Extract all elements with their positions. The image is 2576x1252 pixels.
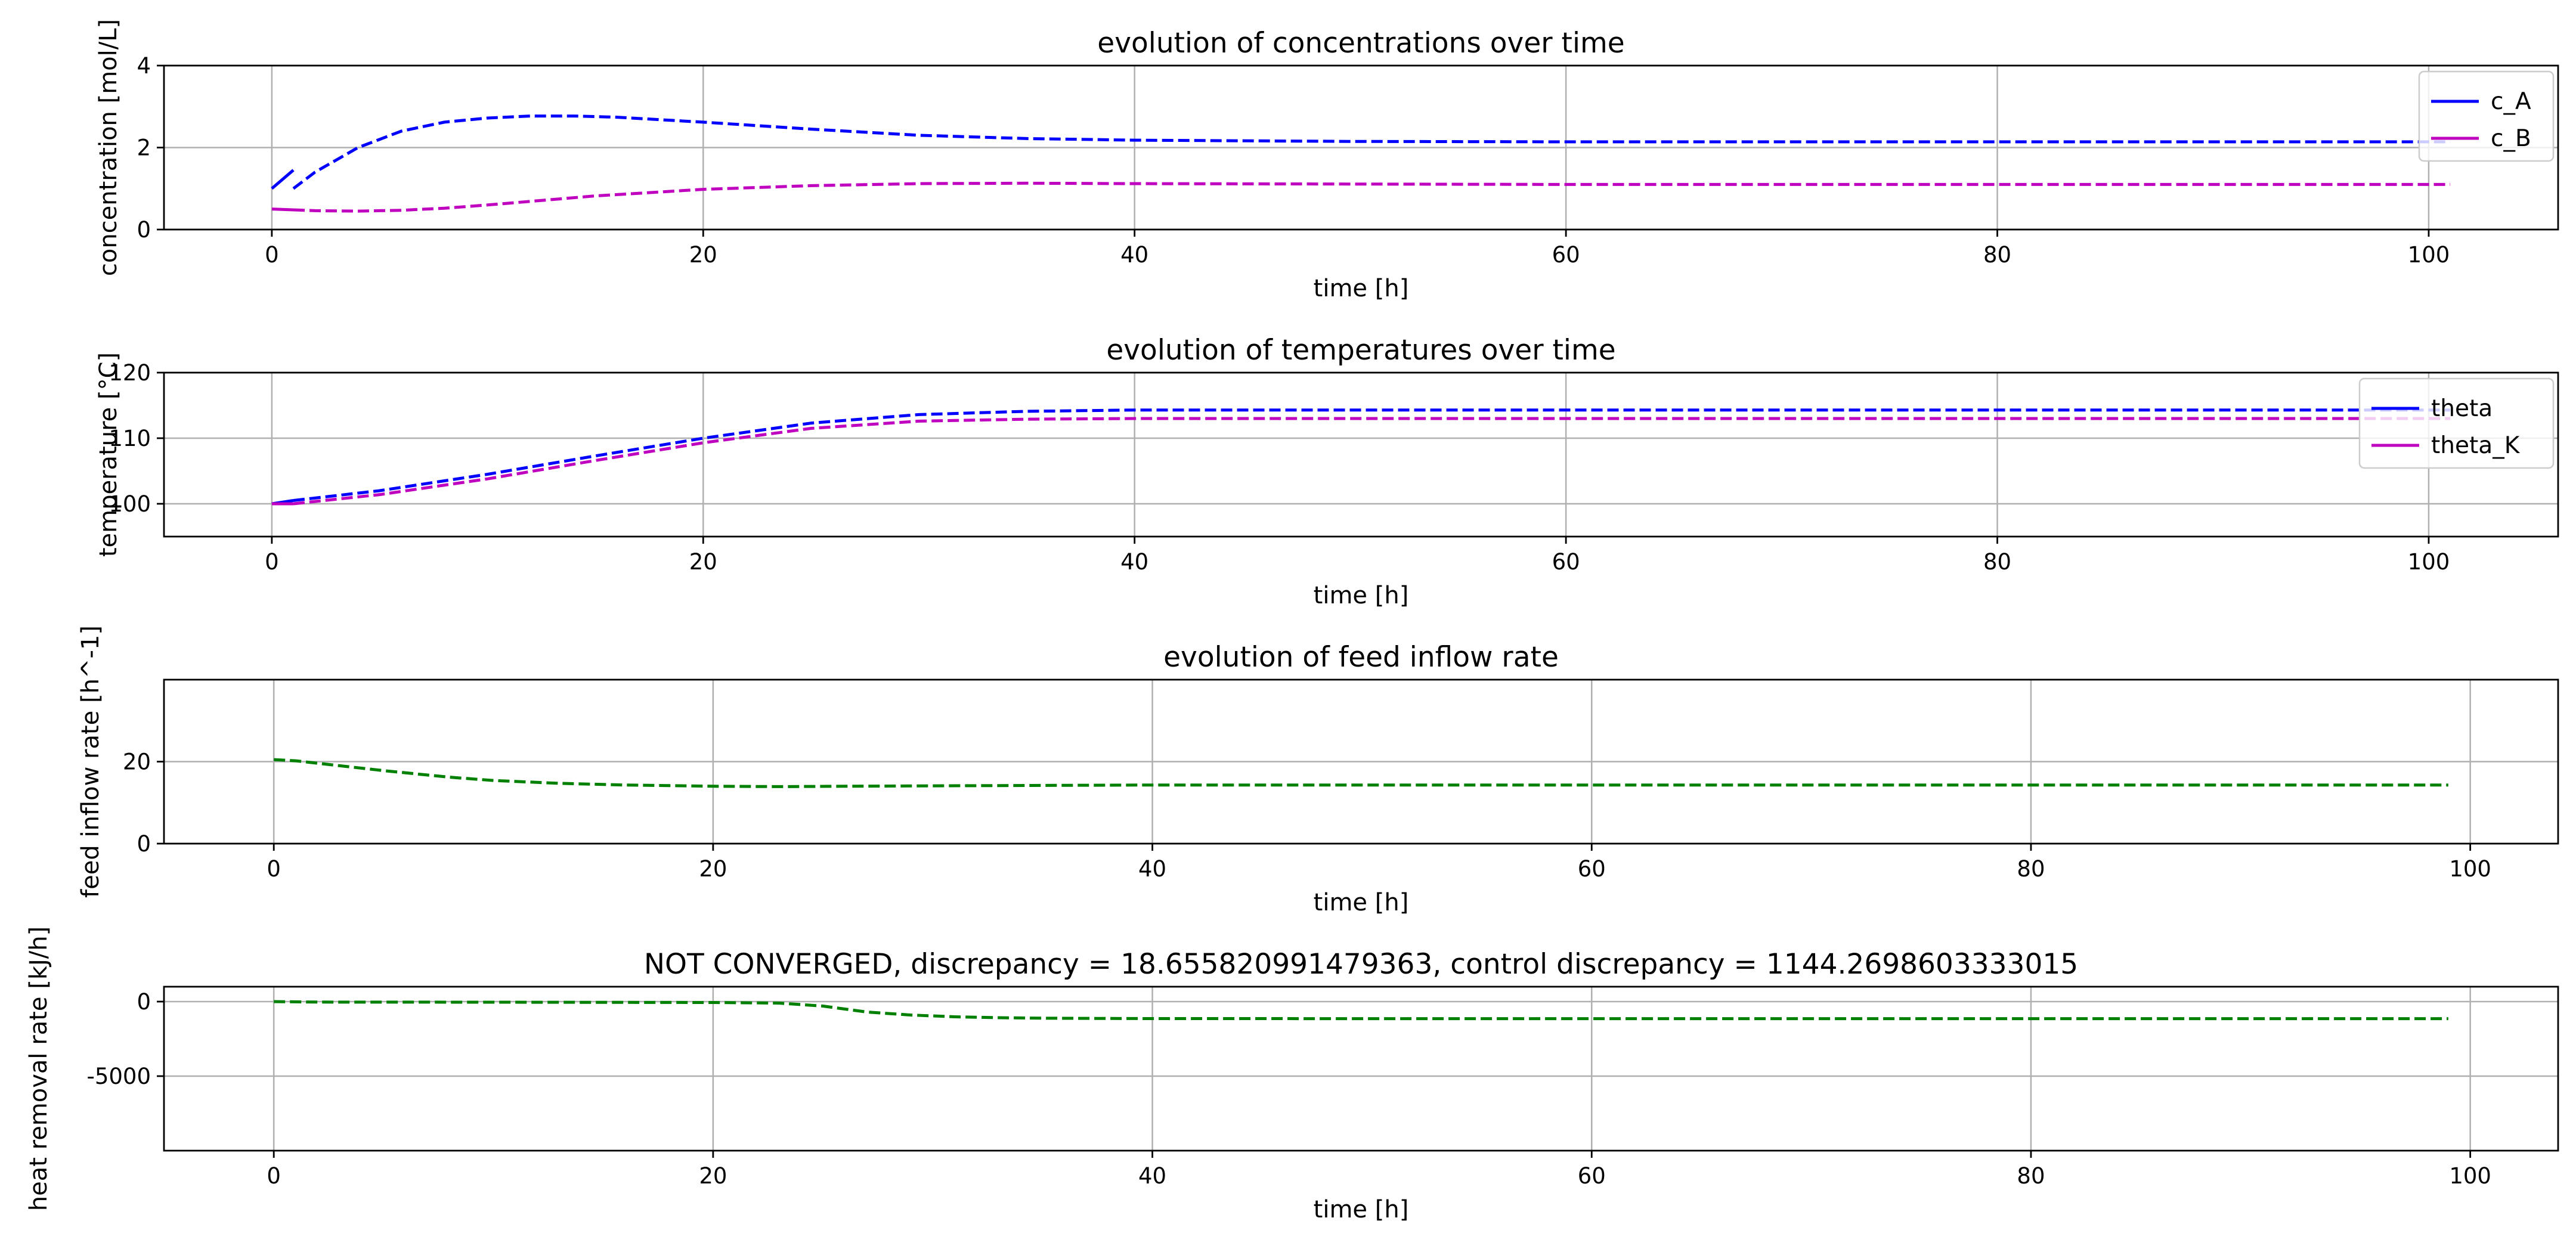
y-tick-label: 100: [109, 491, 151, 517]
x-tick-label: 60: [1552, 242, 1580, 268]
x-axis-label: time [h]: [1314, 1196, 1409, 1223]
series-line: [274, 1000, 2448, 1021]
chart-panel-3: 0 20 40 60 80 100 0 20 evolution of feed inflow …: [77, 625, 2559, 916]
chart-title: evolution of concentrations over time: [1097, 27, 1624, 60]
series-line-initial: [271, 169, 295, 190]
y-tick-label: 0: [137, 989, 151, 1015]
x-tick-label: 60: [1578, 856, 1606, 882]
y-tick-label: 0: [137, 217, 151, 243]
x-tick-label: 100: [2408, 549, 2450, 575]
chart-panel-4: 0 20 40 60 80 100 0 -5000 NOT CONVERGED, discrep…: [25, 926, 2559, 1223]
x-tick-label: 80: [1983, 549, 2011, 575]
y-tick-label: 4: [137, 53, 151, 79]
x-tick-label: 40: [1120, 549, 1148, 575]
y-axis-label: temperature [°C]: [95, 352, 122, 557]
x-axis-label: time [h]: [1314, 889, 1409, 916]
x-axis-label: time [h]: [1314, 582, 1409, 609]
x-axis-label: time [h]: [1314, 275, 1409, 302]
y-tick-label: 2: [137, 135, 151, 161]
x-tick-label: 20: [699, 856, 727, 882]
x-tick-label: 60: [1578, 1163, 1606, 1189]
x-tick-label: 60: [1552, 549, 1580, 575]
x-tick-label: 80: [2017, 1163, 2045, 1189]
x-tick-label: 100: [2449, 1163, 2491, 1189]
axes-frame: [163, 371, 2559, 538]
y-axis-label: concentration [mol/L]: [95, 19, 122, 276]
y-axis-label: heat removal rate [kJ/h]: [25, 926, 52, 1211]
chart-title: evolution of feed inflow rate: [1163, 641, 1559, 674]
series-line: [274, 758, 2448, 788]
chart-panel-1: 0 20 40 60 80 100 0 2 4 evolution of concentratio…: [95, 19, 2559, 302]
y-tick-label: 110: [109, 426, 151, 451]
legend-label: theta_K: [2431, 432, 2521, 459]
series-line: [293, 181, 2451, 213]
chart-title: evolution of temperatures over time: [1106, 334, 1615, 367]
chart-title: NOT CONVERGED, discrepancy = 18.65582099…: [644, 948, 2078, 981]
x-tick-label: 100: [2449, 856, 2491, 882]
y-tick-label: 0: [137, 831, 151, 857]
legend-box: [2418, 70, 2555, 162]
x-tick-label: 20: [689, 549, 717, 575]
legend-label: theta: [2431, 395, 2493, 422]
series-line: [293, 408, 2451, 502]
x-tick-label: 40: [1138, 1163, 1166, 1189]
x-tick-label: 100: [2408, 242, 2450, 268]
legend-label: c_A: [2491, 88, 2531, 115]
legend: theta theta_K: [2358, 377, 2555, 469]
x-tick-label: 0: [265, 242, 279, 268]
x-tick-label: 0: [267, 856, 281, 882]
y-tick-label: -5000: [86, 1064, 151, 1089]
series-line: [292, 114, 2451, 190]
x-tick-label: 0: [265, 549, 279, 575]
x-tick-label: 20: [699, 1163, 727, 1189]
x-tick-label: 40: [1120, 242, 1148, 268]
y-tick-label: 20: [123, 749, 151, 775]
x-tick-label: 80: [2017, 856, 2045, 882]
legend: c_A c_B: [2418, 70, 2555, 162]
y-tick-label: 120: [109, 360, 151, 386]
legend-label: c_B: [2491, 125, 2531, 152]
x-tick-label: 40: [1138, 856, 1166, 882]
x-tick-label: 80: [1983, 242, 2011, 268]
y-axis-label: feed inflow rate [h^-1]: [77, 625, 104, 898]
chart-panel-2: 0 20 40 60 80 100 100 110 120 evolution of temper…: [95, 334, 2559, 609]
series-line-initial: [271, 207, 294, 212]
axes-frame: [163, 986, 2559, 1152]
series-line: [293, 417, 2451, 506]
x-tick-label: 0: [267, 1163, 281, 1189]
x-tick-label: 20: [689, 242, 717, 268]
